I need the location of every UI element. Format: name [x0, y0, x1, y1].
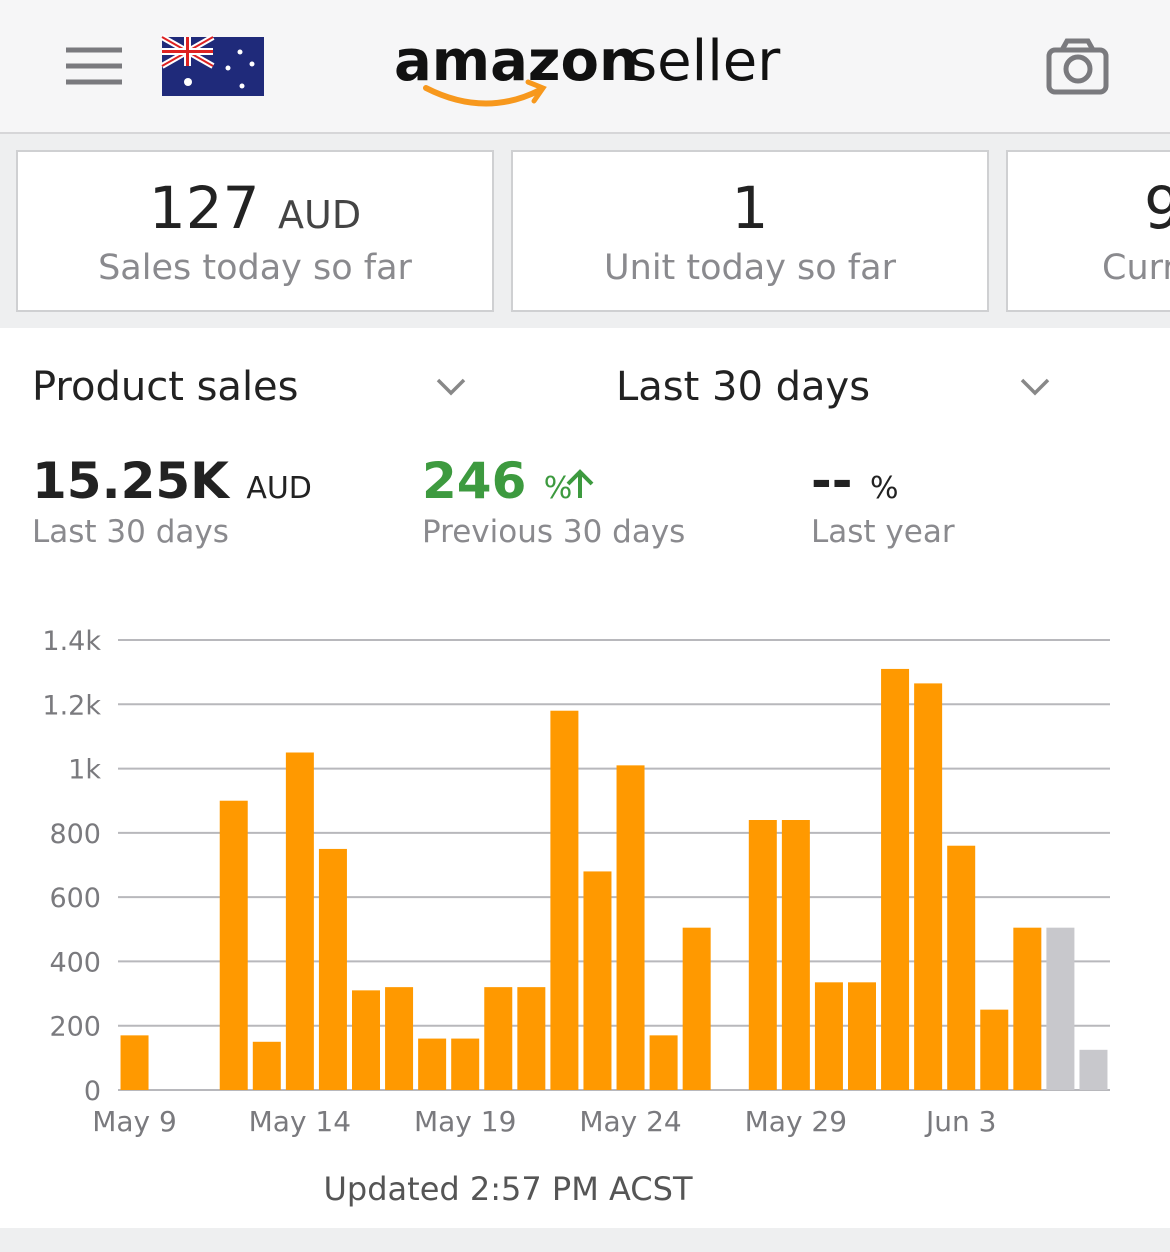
logo: amazon seller — [394, 29, 781, 107]
metric-number: 246 — [422, 452, 527, 510]
card[interactable]: 1 Unit today so far — [511, 150, 989, 312]
camera-button[interactable] — [1046, 38, 1109, 95]
x-tick-label: May 29 — [745, 1105, 847, 1138]
y-tick-label: 1.2k — [42, 690, 101, 721]
bar — [914, 683, 943, 1090]
y-tick-label: 0 — [84, 1076, 101, 1107]
metric-value: 246 % — [422, 452, 572, 510]
card-label: Curr — [1102, 248, 1170, 288]
bar — [1013, 927, 1042, 1090]
metric-unit: % — [543, 471, 573, 506]
y-tick-label: 1.4k — [42, 626, 101, 657]
bar — [748, 820, 777, 1090]
x-tick-label: Jun 3 — [924, 1105, 996, 1138]
bar — [352, 990, 380, 1090]
x-tick-label: May 19 — [414, 1105, 516, 1138]
y-tick-label: 200 — [49, 1012, 101, 1043]
bar — [120, 1035, 149, 1090]
card-label: Unit today so far — [604, 248, 896, 288]
bar — [484, 987, 513, 1090]
x-tick-label: May 24 — [579, 1105, 681, 1138]
metric-label: Last year — [811, 514, 955, 550]
x-tick-label: May 9 — [92, 1105, 177, 1138]
metric-label: Last 30 days — [32, 514, 229, 550]
bar — [219, 800, 248, 1090]
card-unit: AUD — [278, 193, 362, 237]
card-label: Sales today so far — [98, 248, 412, 288]
bar — [814, 982, 843, 1090]
metric-number: 15.25K — [32, 452, 229, 510]
bar — [285, 752, 314, 1090]
header: amazon seller — [0, 0, 1170, 134]
metric-unit: % — [869, 471, 899, 506]
y-tick-label: 600 — [49, 883, 101, 914]
bar — [848, 982, 876, 1090]
bar — [385, 987, 414, 1090]
y-tick-label: 800 — [49, 819, 101, 850]
bar — [517, 987, 546, 1090]
card-value: 1 — [731, 174, 769, 242]
menu-button[interactable] — [66, 47, 122, 85]
bar — [682, 927, 711, 1090]
bar — [418, 1038, 447, 1090]
card-number: 127 — [148, 174, 260, 242]
chart: 0 200 400 600 800 1k 1.2k 1.4k May 9 May 14 May 19… — [42, 626, 1110, 1138]
bar — [583, 871, 612, 1090]
metric-selector[interactable]: Product sales — [32, 364, 299, 410]
metric-number: -- — [811, 452, 853, 510]
bottom-strip — [0, 1228, 1170, 1252]
header-icons: amazon seller — [66, 29, 1109, 107]
flag[interactable] — [160, 34, 264, 96]
bar — [616, 765, 645, 1090]
metric-unit: AUD — [246, 471, 312, 506]
x-tick-label: May 14 — [249, 1105, 351, 1138]
bar — [550, 710, 579, 1090]
bar — [451, 1038, 480, 1090]
logo-suffix: seller — [628, 29, 781, 94]
bar — [649, 1035, 678, 1090]
bar — [1046, 927, 1075, 1090]
bar — [1079, 1049, 1108, 1090]
card-value: 127 AUD — [18, 174, 492, 242]
bar — [947, 845, 976, 1090]
card[interactable]: 9 Curr — [1006, 150, 1170, 312]
logo-brand: amazon — [394, 29, 639, 94]
bar — [881, 668, 910, 1090]
y-tick-label: 1k — [68, 755, 101, 786]
up-arrow — [566, 469, 594, 498]
card[interactable]: 127 AUD Sales today so far — [16, 150, 494, 312]
bar — [781, 820, 810, 1090]
metric-label: Previous 30 days — [422, 514, 686, 550]
metric-value: 15.25K AUD — [32, 452, 312, 510]
metric-value: -- % — [811, 452, 898, 510]
bar — [252, 1041, 281, 1090]
bar — [318, 848, 347, 1090]
y-tick-label: 400 — [49, 947, 101, 978]
bar — [980, 1009, 1009, 1090]
chevrons — [436, 378, 1050, 396]
updated-note: Updated 2:57 PM ACST — [323, 1170, 693, 1208]
card-value: 9 — [1144, 174, 1170, 242]
period-selector[interactable]: Last 30 days — [616, 364, 871, 410]
